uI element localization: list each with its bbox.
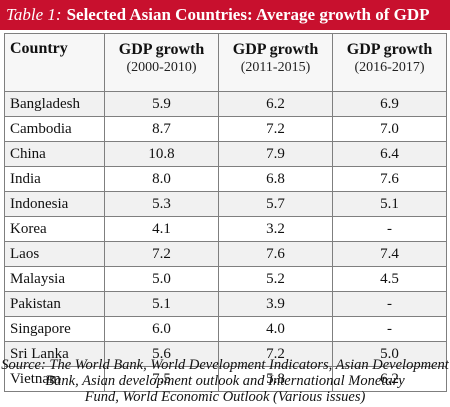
table-row: Korea 4.1 3.2 - [4,216,447,242]
value-cell: 3.2 [218,216,333,242]
value-cell: 3.9 [218,291,333,317]
table-row: Sri Lanka 5.6 7.2 5.0 [4,341,447,367]
value-cell: 5.0 [104,266,219,292]
value-cell: - [332,316,447,342]
value-cell: 5.8 [218,366,333,392]
value-cell: 5.0 [332,341,447,367]
value-cell: 7.6 [332,166,447,192]
value-cell: 7.2 [218,116,333,142]
column-header-label: GDP growth [118,41,205,58]
value-cell: - [332,216,447,242]
value-cell: 4.1 [104,216,219,242]
source-note: Source: The World Bank, World Developmen… [0,357,450,405]
country-cell: India [4,166,105,192]
value-cell: 8.0 [104,166,219,192]
column-header-period: (2011-2015) [240,60,311,75]
country-cell: Vietnam [4,366,105,392]
country-cell: Bangladesh [4,91,105,117]
country-cell: Pakistan [4,291,105,317]
value-cell: 5.1 [104,291,219,317]
source-line: Source: The World Bank, World Developmen… [1,357,449,373]
country-cell: Laos [4,241,105,267]
country-cell: Sri Lanka [4,341,105,367]
value-cell: 6.4 [332,141,447,167]
value-cell: 4.5 [332,266,447,292]
table-row: Cambodia 8.7 7.2 7.0 [4,116,447,142]
value-cell: 7.0 [332,116,447,142]
value-cell: 6.0 [104,316,219,342]
value-cell: 5.3 [104,191,219,217]
source-line: Fund, World Economic Outlook (Various is… [84,389,366,405]
source-line: Bank, Asian development outlook and Inte… [45,373,405,389]
value-cell: 6.9 [332,91,447,117]
table-row: India 8.0 6.8 7.6 [4,166,447,192]
value-cell: 7.5 [104,366,219,392]
column-header: GDP growth (2011-2015) [218,33,333,92]
table-row: Malaysia 5.0 5.2 4.5 [4,266,447,292]
column-header: GDP growth (2016-2017) [332,33,447,92]
table-title: Selected Asian Countries: Average growth… [66,5,430,24]
table-row: Singapore 6.0 4.0 - [4,316,447,342]
table-number: Table 1: [6,5,62,24]
country-cell: China [4,141,105,167]
column-header: GDP growth (2000-2010) [104,33,219,92]
value-cell: 5.9 [104,91,219,117]
table-row: Indonesia 5.3 5.7 5.1 [4,191,447,217]
column-header-period: (2016-2017) [354,60,425,75]
value-cell: 5.1 [332,191,447,217]
country-cell: Korea [4,216,105,242]
column-header-label: GDP growth [232,41,319,58]
table-header-row: Country GDP growth (2000-2010) GDP growt… [4,33,447,92]
country-cell: Cambodia [4,116,105,142]
table-title-bar: Table 1: Selected Asian Countries: Avera… [0,0,450,30]
country-cell: Indonesia [4,191,105,217]
table-row: Laos 7.2 7.6 7.4 [4,241,447,267]
value-cell: 5.7 [218,191,333,217]
value-cell: 8.7 [104,116,219,142]
value-cell: 10.8 [104,141,219,167]
country-cell: Malaysia [4,266,105,292]
country-column-header: Country [4,33,105,92]
value-cell: 7.4 [332,241,447,267]
table-row: Vietnam 7.5 5.8 6.2 [4,366,447,392]
value-cell: 6.2 [218,91,333,117]
value-cell: 7.9 [218,141,333,167]
column-header-label: GDP growth [346,41,433,58]
value-cell: 6.8 [218,166,333,192]
value-cell: 5.2 [218,266,333,292]
value-cell: 4.0 [218,316,333,342]
value-cell: - [332,291,447,317]
value-cell: 7.6 [218,241,333,267]
table-row: Pakistan 5.1 3.9 - [4,291,447,317]
table-row: Bangladesh 5.9 6.2 6.9 [4,91,447,117]
table-row: China 10.8 7.9 6.4 [4,141,447,167]
gdp-growth-table: Country GDP growth (2000-2010) GDP growt… [4,33,447,392]
column-header-period: (2000-2010) [126,60,197,75]
value-cell: 7.2 [104,241,219,267]
country-cell: Singapore [4,316,105,342]
value-cell: 6.2 [332,366,447,392]
